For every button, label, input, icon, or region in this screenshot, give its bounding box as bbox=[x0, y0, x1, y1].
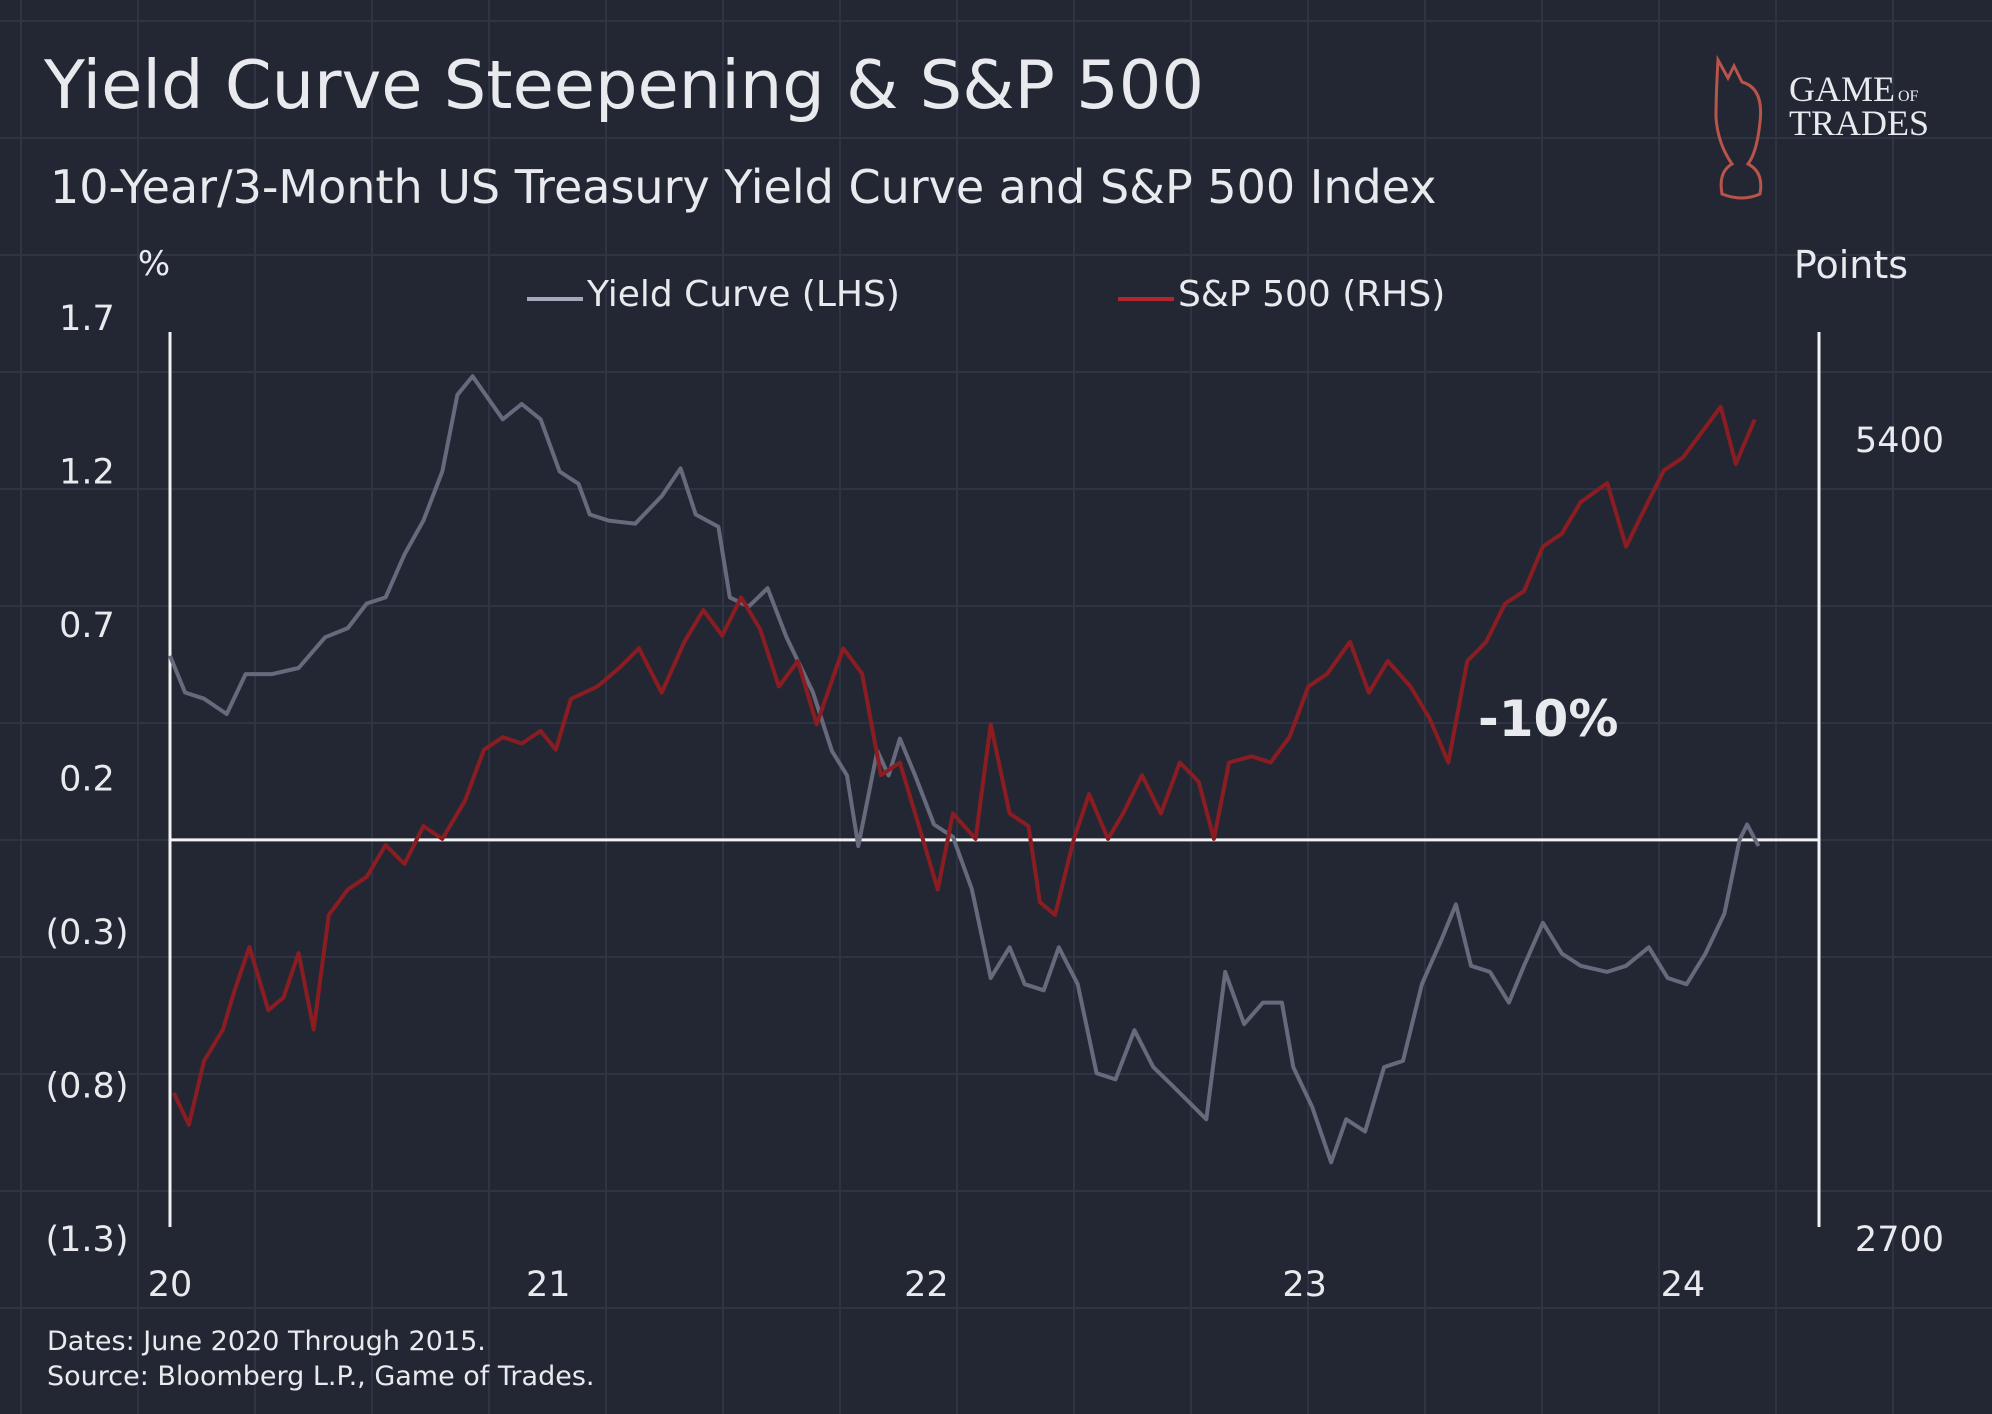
x-tick-label: 22 bbox=[904, 1265, 949, 1305]
y-tick-label: 1.2 bbox=[59, 453, 115, 493]
legend-label: S&P 500 (RHS) bbox=[1178, 274, 1445, 315]
y-tick-label: 0.2 bbox=[59, 760, 115, 800]
y-tick-label: 1.7 bbox=[59, 299, 115, 339]
logo-text: OF bbox=[1898, 88, 1919, 105]
x-tick-label: 21 bbox=[526, 1265, 571, 1305]
x-tick-label: 20 bbox=[148, 1265, 193, 1305]
y-tick-label: (0.8) bbox=[46, 1067, 129, 1107]
legend-label: Yield Curve (LHS) bbox=[586, 274, 900, 315]
note: Source: Bloomberg L.P., Game of Trades. bbox=[47, 1361, 594, 1392]
x-tick-label: 24 bbox=[1661, 1265, 1706, 1305]
logo: GAME OF TRADES bbox=[1714, 54, 1929, 200]
series-line bbox=[171, 404, 1757, 1127]
y2-axis-label: Points bbox=[1794, 243, 1908, 287]
logo-text: TRADES bbox=[1789, 103, 1929, 143]
logo-icon bbox=[1714, 54, 1763, 200]
y2-tick-label: 5400 bbox=[1855, 421, 1944, 461]
x-tick-label: 23 bbox=[1282, 1265, 1327, 1305]
series-line bbox=[168, 374, 1761, 1165]
chart-title: Yield Curve Steepening & S&P 500 bbox=[43, 46, 1204, 124]
logo-text: GAME bbox=[1789, 69, 1895, 109]
y-tick-label: 0.7 bbox=[59, 606, 115, 646]
y2-tick-label: 2700 bbox=[1855, 1220, 1944, 1260]
y-tick-label: (0.3) bbox=[46, 913, 129, 953]
y-axis-label: % bbox=[138, 244, 170, 284]
note: Dates: June 2020 Through 2015. bbox=[47, 1326, 486, 1357]
annotation: -10% bbox=[1478, 690, 1618, 748]
y-tick-label: (1.3) bbox=[46, 1220, 129, 1260]
chart-subtitle: 10-Year/3-Month US Treasury Yield Curve … bbox=[50, 160, 1436, 214]
